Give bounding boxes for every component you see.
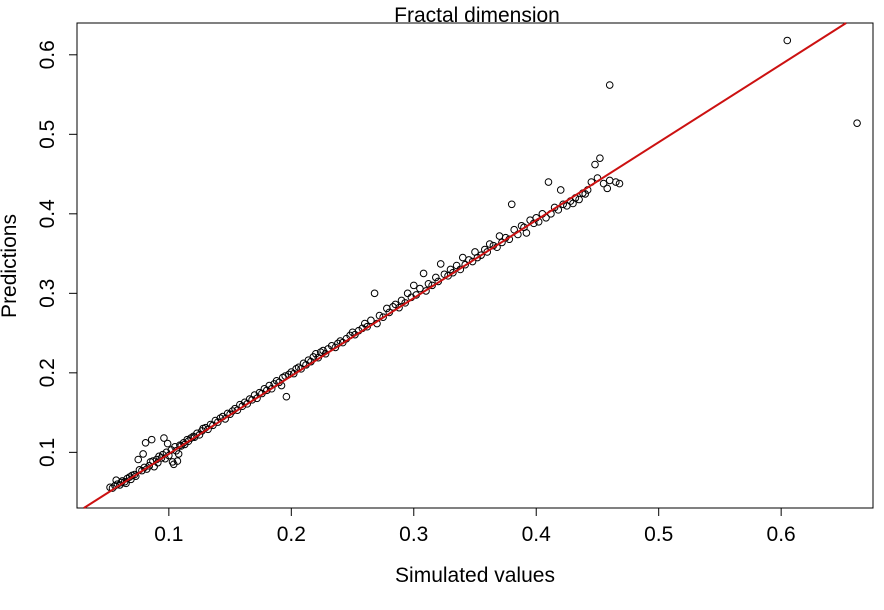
data-point — [195, 431, 204, 439]
data-point — [581, 190, 590, 198]
data-point — [605, 81, 614, 89]
data-point — [452, 261, 461, 270]
data-point — [173, 457, 182, 465]
data-point — [432, 273, 440, 282]
data-point — [379, 313, 387, 321]
data-point — [556, 186, 565, 194]
data-point — [419, 269, 428, 278]
x-axis: 0.1 0.2 0.3 0.4 0.5 0.6 — [154, 507, 796, 546]
data-point — [575, 195, 583, 204]
data-point — [331, 343, 340, 352]
data-point — [507, 200, 516, 209]
x-tick-label: 0.6 — [767, 523, 796, 546]
data-point — [461, 260, 470, 269]
y-axis: 0.1 0.2 0.3 0.4 0.5 0.6 — [36, 40, 78, 467]
data-point — [139, 450, 147, 458]
data-point — [289, 369, 298, 378]
y-tick-label: 0.3 — [36, 279, 59, 308]
data-point — [468, 257, 477, 266]
data-point — [477, 251, 485, 259]
x-tick-label: 0.3 — [399, 523, 428, 546]
data-point — [147, 435, 156, 444]
data-point — [498, 238, 506, 247]
data-point — [522, 229, 531, 237]
data-point — [483, 248, 492, 256]
data-point — [370, 289, 379, 298]
data-point — [424, 279, 433, 288]
x-tick-label: 0.5 — [644, 523, 673, 546]
data-point — [243, 400, 252, 408]
data-point — [596, 154, 604, 162]
data-point — [204, 425, 212, 434]
data-point — [145, 462, 154, 470]
y-axis-title: Predictions — [0, 214, 21, 318]
data-point — [591, 160, 599, 169]
points-layer — [106, 36, 861, 492]
x-tick-label: 0.4 — [522, 523, 552, 546]
data-point — [422, 287, 430, 295]
y-tick-label: 0.1 — [36, 438, 59, 467]
data-point — [853, 119, 861, 127]
data-point — [214, 418, 222, 426]
data-point — [783, 36, 792, 45]
data-point — [403, 289, 412, 298]
data-point — [615, 179, 624, 188]
data-point — [458, 253, 467, 262]
data-point — [321, 349, 330, 358]
data-point — [163, 439, 172, 448]
y-tick-label: 0.2 — [36, 358, 59, 387]
data-point — [174, 450, 183, 458]
chart-title: Fractal dimension — [394, 4, 560, 27]
data-point — [282, 392, 291, 401]
y-tick-label: 0.4 — [36, 199, 59, 229]
data-point — [395, 303, 403, 312]
y-tick-label: 0.6 — [36, 40, 59, 69]
data-point — [603, 184, 612, 193]
data-point — [401, 299, 409, 307]
data-point — [416, 284, 424, 293]
data-point — [190, 433, 199, 442]
data-point — [409, 281, 418, 290]
data-point — [312, 349, 320, 358]
x-tick-label: 0.2 — [277, 523, 306, 546]
y-tick-label: 0.5 — [36, 120, 59, 149]
data-point — [495, 232, 504, 240]
data-point — [449, 268, 457, 277]
data-point — [436, 260, 445, 268]
data-point — [599, 179, 608, 188]
data-point — [267, 384, 276, 393]
data-point — [605, 176, 614, 185]
data-point — [544, 178, 553, 186]
data-point — [612, 178, 620, 186]
data-point — [160, 434, 168, 442]
x-axis-title: Simulated values — [395, 564, 555, 587]
data-point — [134, 455, 143, 464]
data-point — [367, 316, 375, 325]
data-point — [485, 240, 494, 248]
fit-line — [83, 22, 847, 509]
data-point — [141, 439, 150, 447]
x-tick-label: 0.1 — [154, 523, 183, 546]
